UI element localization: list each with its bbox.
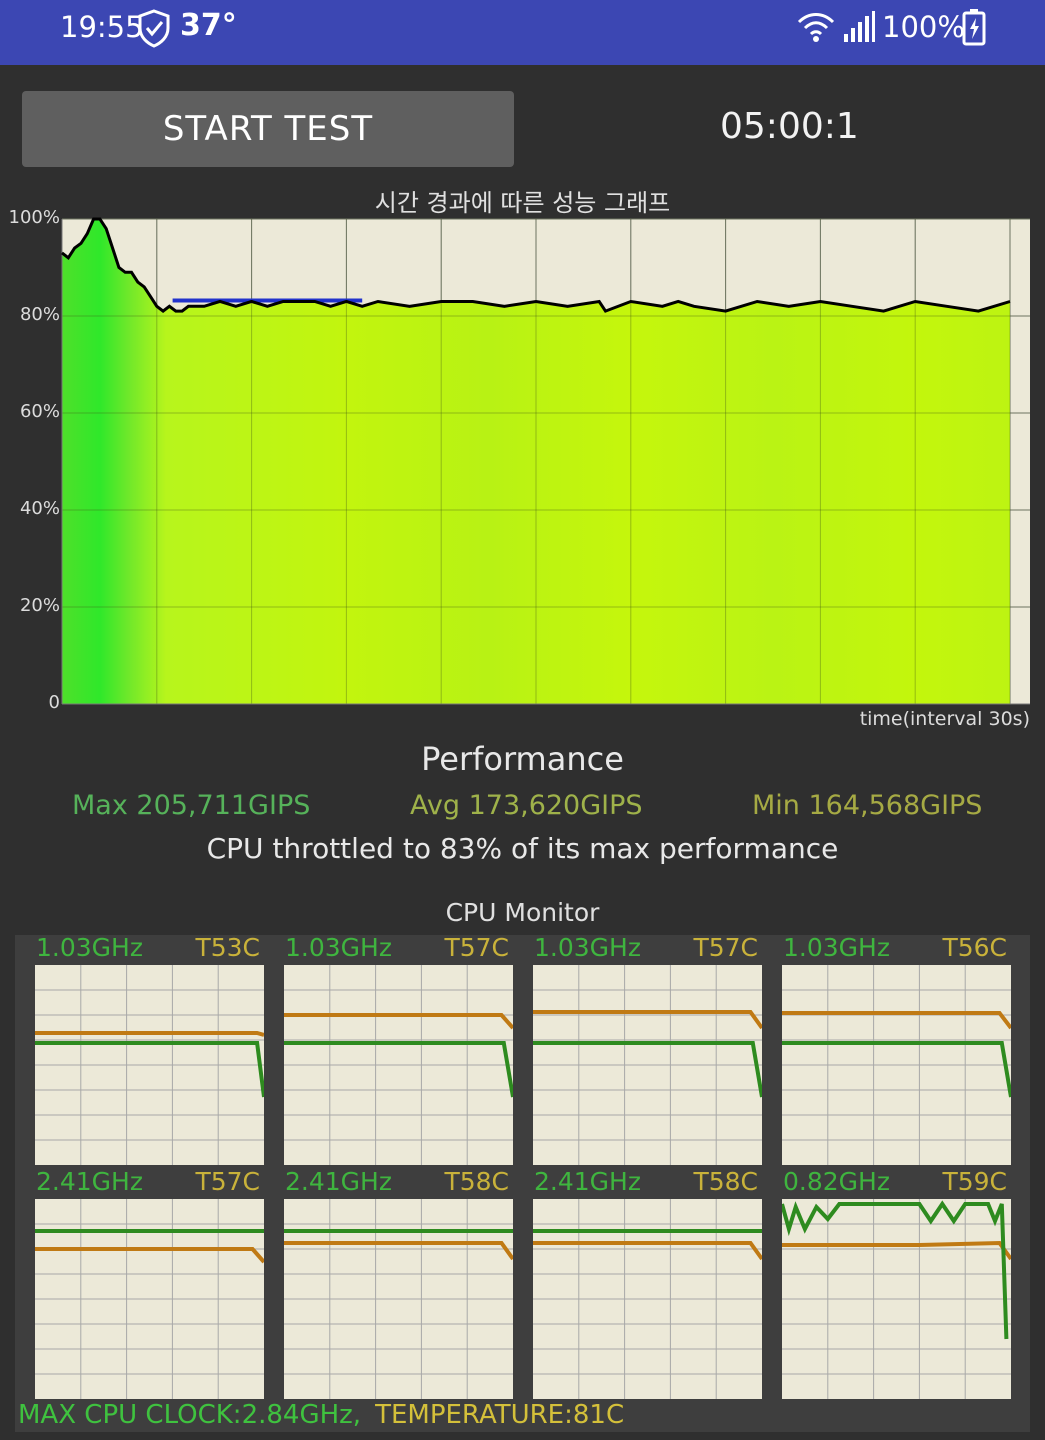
core-temperature-line <box>533 1010 762 1030</box>
core-monitor: 1.03GHz T57C <box>279 933 519 1165</box>
core-temperature: T59C <box>942 1167 1007 1196</box>
core-frequency: 2.41GHz <box>36 1167 143 1196</box>
core-frequency: 1.03GHz <box>534 933 641 962</box>
core-temperature-line <box>35 1247 264 1264</box>
y-tick-40: 40% <box>19 498 60 519</box>
clock: 19:55 <box>60 10 144 44</box>
core-monitor: 0.82GHz T59C <box>777 1167 1017 1399</box>
core-plot <box>284 1199 513 1399</box>
cpu-temperature: TEMPERATURE:81C <box>375 1400 625 1430</box>
core-monitor: 1.03GHz T57C <box>528 933 768 1165</box>
graph-title: 시간 경과에 따른 성능 그래프 <box>374 189 671 217</box>
y-tick-0: 0 <box>48 692 60 713</box>
core-temperature-line <box>284 1013 513 1030</box>
avg-gips: Avg 173,620GIPS <box>410 790 643 821</box>
y-tick-100: 100% <box>8 207 60 228</box>
core-monitor: 2.41GHz T57C <box>30 1167 270 1399</box>
performance-line <box>61 217 1011 313</box>
y-tick-80: 80% <box>19 304 60 325</box>
y-tick-20: 20% <box>19 595 60 616</box>
core-temperature-line <box>533 1241 762 1261</box>
core-monitor: 1.03GHz T56C <box>777 933 1017 1165</box>
status-bar: 19:55 37° 100% <box>0 0 1045 65</box>
battery-percentage: 100% <box>882 10 965 44</box>
max-gips: Max 205,711GIPS <box>72 790 311 821</box>
cpu-summary: MAX CPU CLOCK:2.84GHz, TEMPERATURE:81C <box>18 1400 624 1430</box>
core-frequency-line <box>35 1041 264 1098</box>
core-frequency: 0.82GHz <box>783 1167 890 1196</box>
test-timer: 05:00:1 <box>720 106 859 147</box>
core-frequency-line <box>284 1041 513 1098</box>
core-temperature: T57C <box>444 933 509 962</box>
core-temperature: T58C <box>693 1167 758 1196</box>
cpu-monitor-panel: 1.03GHz T53C 1.03GHz T57C 1.03GHz T57C 1… <box>15 933 1030 1432</box>
performance-chart <box>61 217 1030 705</box>
core-temperature-line <box>35 1031 264 1037</box>
core-frequency: 1.03GHz <box>783 933 890 962</box>
shield-check-icon <box>138 9 170 48</box>
device-temperature: 37° <box>180 8 237 43</box>
throttle-summary: CPU throttled to 83% of its max performa… <box>206 832 839 865</box>
core-temperature: T53C <box>195 933 260 962</box>
core-frequency: 2.41GHz <box>534 1167 641 1196</box>
core-frequency: 1.03GHz <box>36 933 143 962</box>
core-plot <box>533 1199 762 1399</box>
core-frequency-line <box>782 1041 1011 1098</box>
performance-area <box>62 219 1010 704</box>
core-plot <box>782 1199 1011 1399</box>
start-test-button[interactable]: START TEST <box>22 91 514 167</box>
core-frequency: 2.41GHz <box>285 1167 392 1196</box>
core-temperature: T58C <box>444 1167 509 1196</box>
core-temperature: T56C <box>942 933 1007 962</box>
grid-lines-overlay <box>61 218 1030 705</box>
core-plot <box>782 965 1011 1165</box>
core-frequency-line <box>782 1200 1009 1340</box>
core-temperature: T57C <box>693 933 758 962</box>
x-axis-label: time(interval 30s) <box>859 708 1030 730</box>
y-tick-60: 60% <box>19 401 60 422</box>
core-frequency-line <box>533 1041 762 1098</box>
core-monitor: 1.03GHz T53C <box>30 933 270 1165</box>
battery-charging-icon <box>962 9 986 46</box>
core-plot <box>284 965 513 1165</box>
core-monitor: 2.41GHz T58C <box>279 1167 519 1399</box>
core-monitor: 2.41GHz T58C <box>528 1167 768 1399</box>
core-plot <box>533 965 762 1165</box>
core-temperature: T57C <box>195 1167 260 1196</box>
core-temperature-line <box>284 1241 513 1261</box>
min-gips: Min 164,568GIPS <box>752 790 983 821</box>
core-frequency: 1.03GHz <box>285 933 392 962</box>
signal-icon <box>844 11 875 42</box>
core-plot <box>35 1199 264 1399</box>
max-cpu-clock: MAX CPU CLOCK:2.84GHz, <box>18 1400 362 1430</box>
core-plot <box>35 965 264 1165</box>
wifi-icon <box>797 13 835 42</box>
core-temperature-line <box>782 1011 1011 1030</box>
performance-title: Performance <box>421 740 624 778</box>
cpu-monitor-title: CPU Monitor <box>445 898 600 927</box>
